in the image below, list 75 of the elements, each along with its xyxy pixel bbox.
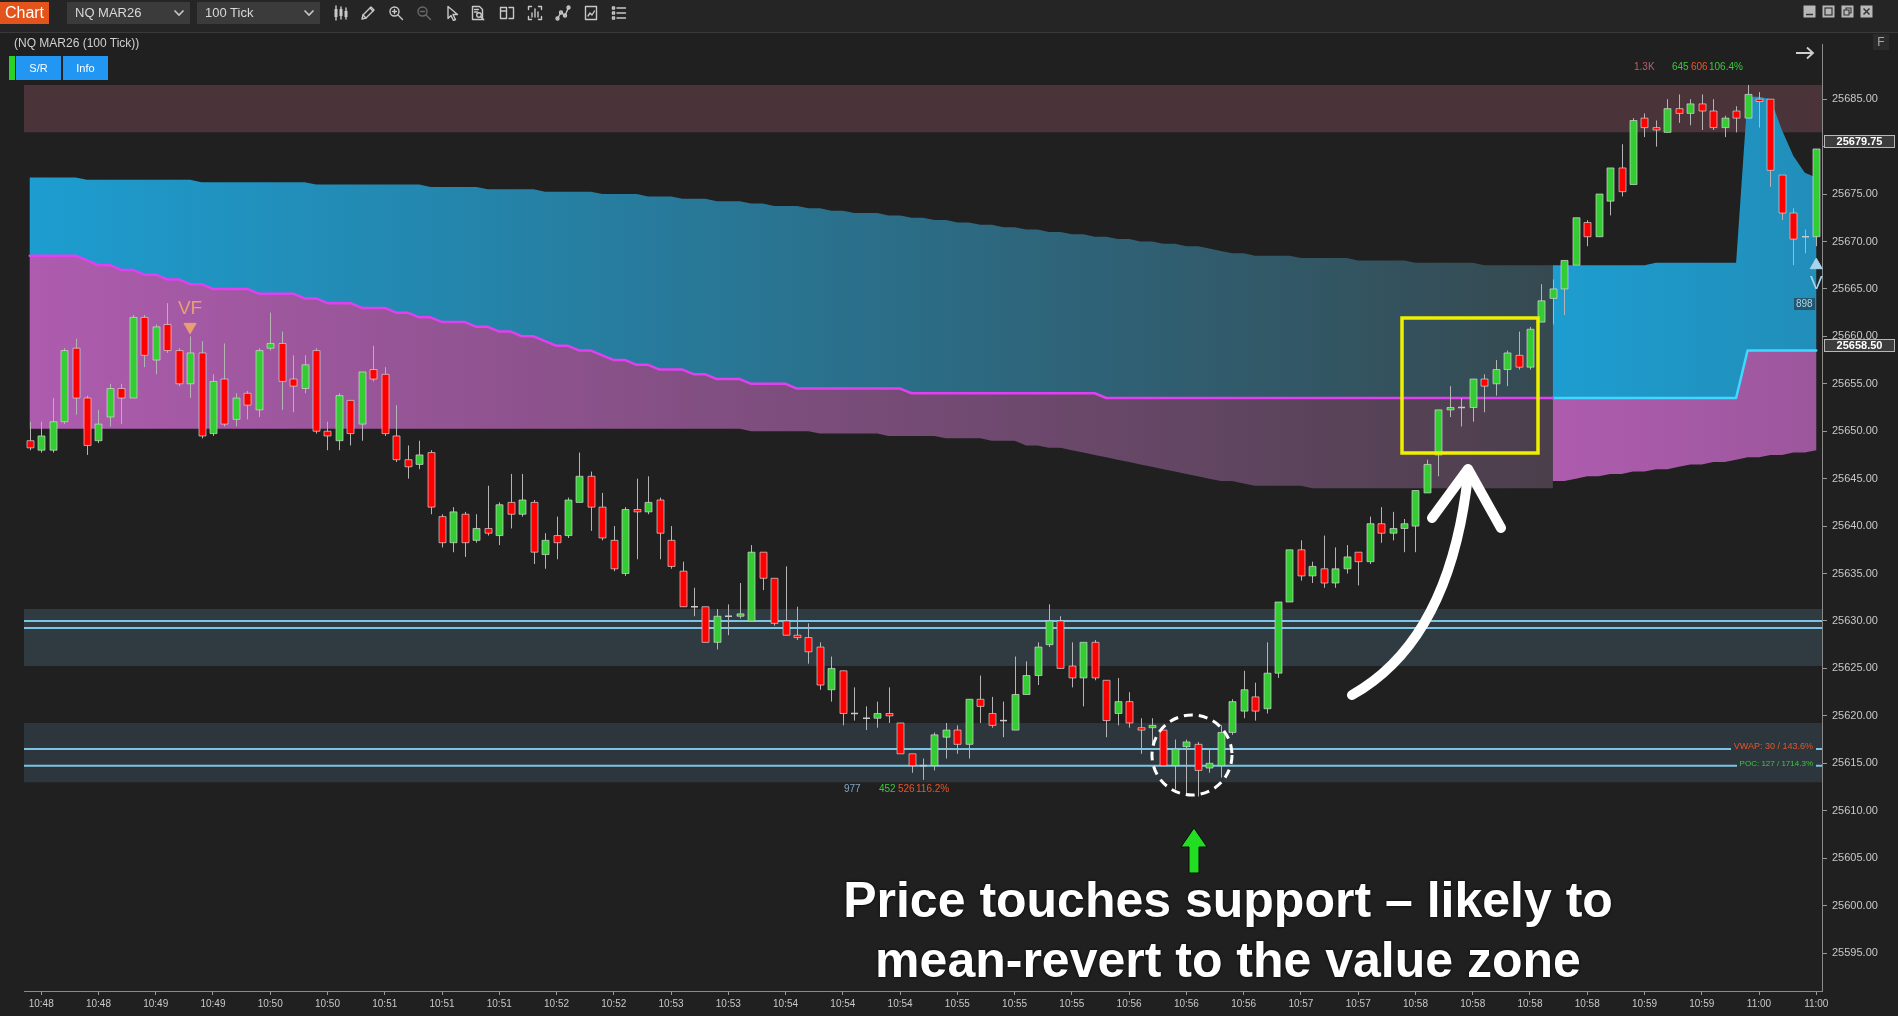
- x-tick-label: 10:55: [944, 997, 971, 1009]
- x-tick-label: 10:56: [1116, 997, 1143, 1009]
- x-tick-label: 10:59: [1689, 997, 1715, 1009]
- annotation: Price touches support – likely to mean-revert to the value zone: [842, 871, 1614, 990]
- y-tick-label: 25650.00: [1832, 424, 1878, 437]
- button: S/R: [16, 56, 61, 80]
- chart-title: (NQ MAR26 (100 Tick)): [14, 36, 140, 50]
- y-tick-label: 25655.00: [1832, 376, 1878, 389]
- annotation: 977: [844, 783, 861, 795]
- y-tick-label: 25620.00: [1832, 708, 1878, 721]
- annotation: 898: [1794, 298, 1815, 310]
- x-tick-label: 10:58: [1574, 997, 1601, 1009]
- annotation: POC: 127 / 1714.3%: [1736, 758, 1816, 769]
- y-tick-label: 25595.00: [1832, 946, 1878, 959]
- button: Info: [63, 56, 108, 80]
- x-tick-label: 10:54: [887, 997, 914, 1009]
- x-tick-label: 10:54: [830, 997, 856, 1009]
- y-tick-label: 25615.00: [1832, 756, 1878, 769]
- x-tick-label: 10:51: [486, 997, 513, 1009]
- y-tick-label: 25670.00: [1832, 234, 1878, 247]
- x-tick-label: 10:57: [1345, 997, 1372, 1009]
- x-tick-label: 11:00: [1746, 997, 1772, 1009]
- price-tag: 25679.75: [1824, 135, 1895, 148]
- candlestick: [862, 705, 871, 731]
- x-tick-label: 10:53: [658, 997, 684, 1009]
- x-tick-label: 10:48: [85, 997, 112, 1009]
- x-tick-label: 10:53: [715, 997, 742, 1009]
- y-tick-label: 25645.00: [1832, 471, 1878, 484]
- annotation: 1.3K: [1634, 61, 1655, 73]
- x-tick-label: 10:58: [1460, 997, 1486, 1009]
- button: F: [1873, 34, 1889, 50]
- x-tick-label: 10:57: [1288, 997, 1314, 1009]
- y-tick-label: 25665.00: [1832, 281, 1878, 294]
- x-tick-label: 10:55: [1002, 997, 1028, 1009]
- y-tick-label: 25685.00: [1832, 92, 1878, 105]
- x-tick-label: 10:48: [28, 997, 55, 1009]
- price-tag: 25658.50: [1824, 339, 1895, 352]
- x-tick-label: 10:59: [1631, 997, 1658, 1009]
- x-tick-label: 10:52: [601, 997, 627, 1009]
- x-tick-label: 10:51: [429, 997, 455, 1009]
- x-tick-label: 10:50: [257, 997, 284, 1009]
- x-tick-label: 11:00: [1804, 997, 1829, 1009]
- series-label: VF: [177, 296, 203, 318]
- x-tick-label: 10:58: [1517, 997, 1543, 1009]
- y-tick-label: 25610.00: [1832, 803, 1878, 816]
- y-tick-label: 25635.00: [1832, 566, 1878, 579]
- y-tick-label: 25640.00: [1832, 519, 1878, 532]
- annotation: 526: [898, 783, 915, 795]
- x-tick-label: 10:52: [544, 997, 570, 1009]
- tab: Chart: [0, 2, 49, 24]
- annotation: 106.4%: [1709, 61, 1743, 73]
- annotation: 116.2%: [916, 783, 950, 795]
- x-tick-label: 10:54: [773, 997, 799, 1009]
- candlestick: [724, 603, 733, 636]
- x-tick-label: 10:50: [314, 997, 341, 1009]
- dropdown: 100 Tick: [197, 2, 320, 24]
- annotation: 606: [1691, 61, 1708, 73]
- x-tick-label: 10:55: [1059, 997, 1085, 1009]
- y-tick-label: 25600.00: [1832, 898, 1878, 911]
- y-tick-label: 25605.00: [1832, 851, 1878, 864]
- y-tick-label: 25660.00: [1832, 329, 1878, 342]
- x-tick-label: 10:58: [1402, 997, 1429, 1009]
- y-tick-label: 25630.00: [1832, 614, 1878, 627]
- annotation: 645: [1672, 61, 1689, 73]
- x-tick-label: 10:56: [1231, 997, 1257, 1009]
- x-tick-label: 10:51: [372, 997, 398, 1009]
- x-tick-label: 10:49: [143, 997, 169, 1009]
- dropdown: NQ MAR26: [67, 2, 190, 24]
- annotation: 452: [879, 783, 896, 795]
- series-label: V: [1809, 271, 1823, 293]
- x-tick-label: 10:56: [1173, 997, 1200, 1009]
- x-tick-label: 10:49: [200, 997, 226, 1009]
- annotation: VWAP: 30 / 143.6%: [1730, 741, 1816, 752]
- y-tick-label: 25625.00: [1832, 661, 1878, 674]
- y-tick-label: 25675.00: [1832, 187, 1878, 200]
